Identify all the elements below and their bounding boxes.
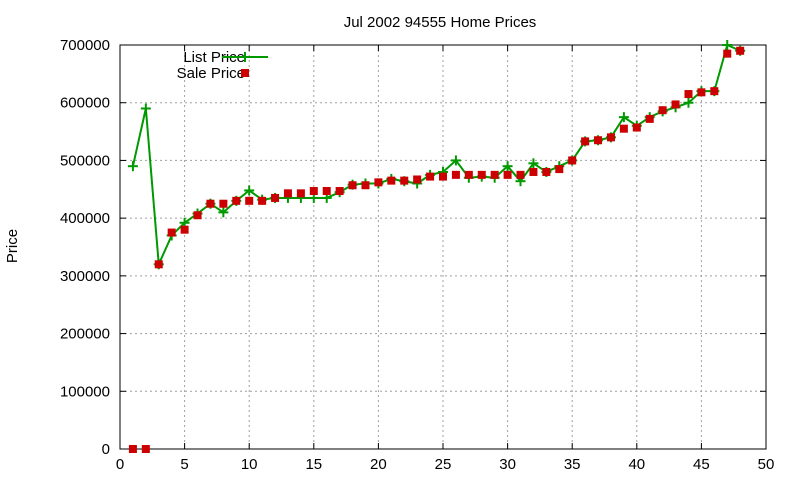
sale-price-point <box>697 88 706 97</box>
sale-price-point <box>400 176 409 185</box>
sale-price-point <box>180 225 189 234</box>
list-price-point <box>683 97 694 108</box>
sale-price-point <box>529 167 538 176</box>
legend-label-sale-price: Sale Price <box>177 65 245 82</box>
sale-price-point <box>141 445 150 453</box>
list-price-point <box>502 161 513 172</box>
grid-lines <box>120 45 766 449</box>
series-layer <box>127 40 746 453</box>
sale-price-point <box>542 167 551 176</box>
sale-price-point <box>516 170 525 179</box>
y-tick-label: 200000 <box>60 326 110 343</box>
x-tick-label: 20 <box>370 456 387 473</box>
sale-price-point <box>271 193 280 202</box>
y-tick-label: 0 <box>102 441 110 458</box>
x-tick-label: 30 <box>499 456 516 473</box>
sale-price-point <box>128 445 137 453</box>
sale-price-point <box>671 100 680 109</box>
sale-price-point <box>490 170 499 179</box>
list-price-point <box>244 185 255 196</box>
sale-price-point <box>258 196 267 205</box>
list-price-point <box>450 155 461 166</box>
sale-price-point <box>451 170 460 179</box>
sale-price-point <box>413 175 422 184</box>
sale-price-point <box>335 187 344 196</box>
x-tick-label: 25 <box>435 456 452 473</box>
sale-price-point <box>723 49 732 58</box>
sale-price-point <box>374 178 383 187</box>
x-tick-label: 45 <box>693 456 710 473</box>
sale-price-point <box>296 189 305 198</box>
sale-price-point <box>645 114 654 123</box>
sale-price-point <box>154 260 163 269</box>
x-tick-label: 40 <box>628 456 645 473</box>
list-price-point <box>140 103 151 114</box>
sale-price-point <box>206 199 215 208</box>
y-tick-label: 700000 <box>60 37 110 54</box>
axes: 0 5 10 15 20 25 30 35 40 45 50 0 100000 200000 300000 4… <box>60 37 774 473</box>
y-tick-label: 300000 <box>60 268 110 285</box>
sale-price-point <box>606 133 615 142</box>
sale-price-point <box>426 172 435 181</box>
sale-price-point <box>232 196 241 205</box>
sale-price-point <box>219 199 228 208</box>
sale-price-point <box>555 165 564 174</box>
sale-price-series <box>128 46 745 453</box>
list-price-point <box>127 161 138 172</box>
y-axis-label: Price <box>4 229 21 263</box>
y-tick-label: 600000 <box>60 95 110 112</box>
y-tick-label: 100000 <box>60 383 110 400</box>
sale-price-point <box>632 123 641 132</box>
x-tick-label: 15 <box>305 456 322 473</box>
list-price-point <box>218 207 229 218</box>
sale-price-point <box>309 187 318 196</box>
legend-marker-list-price <box>240 52 250 62</box>
sale-price-point <box>503 170 512 179</box>
chart-title: Jul 2002 94555 Home Prices <box>344 14 537 31</box>
sale-price-point <box>322 187 331 196</box>
x-tick-label: 0 <box>116 456 124 473</box>
sale-price-point <box>348 181 357 190</box>
sale-price-point <box>283 189 292 198</box>
sale-price-point <box>684 90 693 99</box>
sale-price-point <box>619 124 628 133</box>
sale-price-point <box>464 170 473 179</box>
list-price-point <box>722 40 733 50</box>
x-tick-label: 50 <box>758 456 775 473</box>
x-tick-label: 35 <box>564 456 581 473</box>
sale-price-point <box>710 87 719 96</box>
y-tick-label: 500000 <box>60 152 110 169</box>
x-tick-label: 5 <box>180 456 188 473</box>
y-tick-label: 400000 <box>60 210 110 227</box>
legend-marker-sale-price <box>241 69 249 77</box>
list-price-point <box>528 158 539 169</box>
sale-price-point <box>658 106 667 115</box>
sale-price-point <box>167 228 176 237</box>
sale-price-point <box>387 176 396 185</box>
sale-price-point <box>439 172 447 181</box>
list-price-point <box>618 112 629 123</box>
sale-price-point <box>361 181 370 190</box>
sale-price-point <box>736 46 745 55</box>
sale-price-point <box>581 137 590 146</box>
sale-price-point <box>568 156 577 165</box>
sale-price-point <box>193 211 202 220</box>
legend-label-list-price: List Price <box>183 49 245 66</box>
x-tick-label: 10 <box>241 456 258 473</box>
sale-price-point <box>245 196 254 205</box>
sale-price-point <box>477 170 486 179</box>
sale-price-point <box>594 136 603 145</box>
